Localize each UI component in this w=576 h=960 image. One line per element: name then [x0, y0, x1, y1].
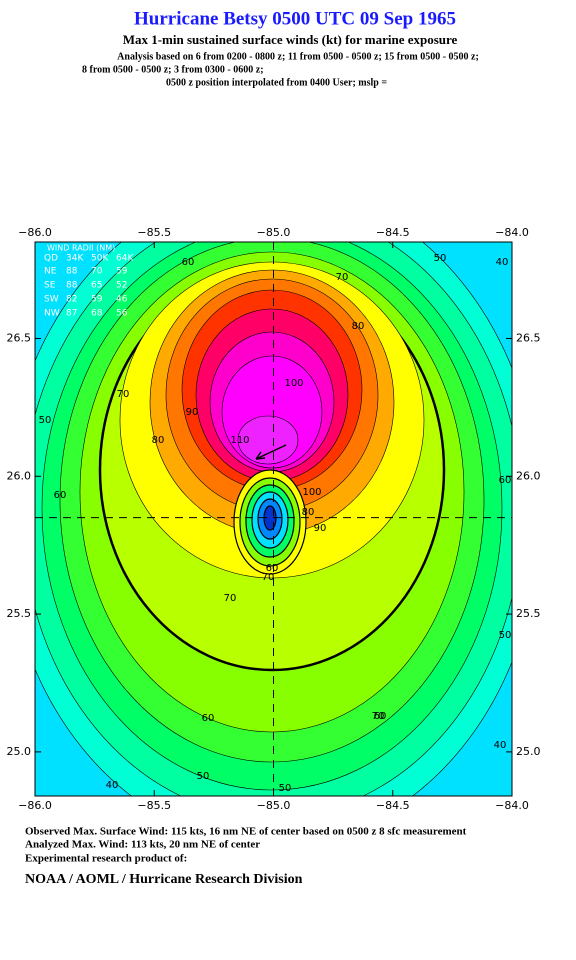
- radii-cell: 65: [91, 281, 102, 291]
- subtitle: Max 1-min sustained surface winds (kt) f…: [123, 32, 458, 47]
- motion-arrow: [255, 444, 287, 460]
- contour-label: 50: [197, 771, 210, 782]
- contour-label: 90: [314, 523, 327, 534]
- contour-label: 70: [224, 593, 237, 604]
- title: Hurricane Betsy 0500 UTC 09 Sep 1965: [134, 8, 456, 29]
- contour-label: 70: [336, 272, 349, 283]
- x-tick-label: −85.5: [137, 799, 171, 812]
- radii-cell: SW: [44, 295, 59, 305]
- footer: Analyzed Max. Wind: 113 kts, 20 nm NE of…: [25, 839, 260, 851]
- y-tick-label: 25.5: [7, 607, 32, 620]
- footer: Observed Max. Surface Wind: 115 kts, 16 …: [25, 826, 467, 838]
- radii-cell: SE: [44, 281, 56, 291]
- radii-header: 50K: [91, 254, 109, 264]
- radii-cell: 52: [116, 281, 127, 291]
- radii-cell: 56: [116, 309, 128, 319]
- x-tick-label: −85.0: [257, 799, 291, 812]
- y-tick-label: 25.0: [7, 745, 32, 758]
- radii-cell: 46: [116, 295, 128, 305]
- contour-label: 50: [499, 630, 512, 641]
- contour-label: 70: [262, 572, 275, 583]
- contour-label: 80: [152, 435, 165, 446]
- note: Analysis based on 6 from 0200 - 0800 z; …: [117, 51, 479, 62]
- field: 60 50 405060708010011090807070100908070607…: [35, 242, 512, 796]
- x-tick-label: −84.5: [376, 226, 410, 239]
- radii-cell: NE: [44, 267, 57, 277]
- contour-label: 60: [182, 257, 195, 268]
- radii-cell: NW: [44, 309, 60, 319]
- radii-header: QD: [44, 254, 58, 264]
- radii-cell: 70: [91, 267, 103, 277]
- x-tick-label: −86.0: [18, 226, 52, 239]
- contour-label: 100: [302, 487, 321, 498]
- contour-label: 50: [434, 253, 447, 264]
- contour-label: 60: [266, 563, 279, 574]
- y-tick-label: 25.5: [516, 607, 541, 620]
- radii-cell: 87: [66, 309, 77, 319]
- y-tick-label: 26.0: [7, 469, 32, 482]
- contour-label: 80: [302, 507, 315, 518]
- contour-label: 80: [352, 321, 365, 332]
- contour-band: [237, 415, 299, 465]
- radii-cell: 88: [66, 281, 78, 291]
- contour-label: 70: [372, 711, 385, 722]
- radii-cell: 59: [116, 267, 128, 277]
- y-tick-label: 26.0: [516, 469, 541, 482]
- x-tick-label: −84.0: [495, 799, 529, 812]
- contour-label: 40: [494, 740, 507, 751]
- x-tick-label: −85.0: [257, 226, 291, 239]
- y-tick-label: 26.5: [7, 331, 32, 344]
- contour-label: 60: [374, 711, 387, 722]
- y-tick-label: 25.0: [516, 745, 541, 758]
- contour-label: 60: [202, 713, 215, 724]
- radii-title: WIND RADII (NM): [47, 244, 115, 253]
- contour-label: 50: [39, 415, 52, 426]
- contour-label: 60: [499, 475, 512, 486]
- radii-header: 64K: [116, 254, 134, 264]
- contour-label: 40: [106, 780, 119, 791]
- note: 8 from 0500 - 0500 z; 3 from 0300 - 0600…: [82, 64, 264, 75]
- radii-cell: 59: [91, 295, 103, 305]
- contour-label: 90: [186, 407, 199, 418]
- contour-label: 70: [117, 389, 130, 400]
- x-tick-label: −86.0: [18, 799, 52, 812]
- radii-cell: 68: [91, 309, 103, 319]
- contour-label: 110: [230, 435, 249, 446]
- radii-header: 34K: [66, 254, 84, 264]
- y-tick-label: 26.5: [516, 331, 541, 344]
- footer: NOAA / AOML / Hurricane Research Divisio…: [25, 872, 303, 887]
- contour-label: 40: [496, 257, 509, 268]
- x-tick-label: −84.5: [376, 799, 410, 812]
- axes: −86.0 −86.0 −85.5 −85.5 −85.0 −85.0 −84.5 −84.5…: [7, 226, 541, 812]
- contour-label: 100: [284, 378, 303, 389]
- x-tick-label: −85.5: [137, 226, 171, 239]
- note: 0500 z position interpolated from 0400 U…: [166, 77, 387, 88]
- radii-cell: 88: [66, 267, 78, 277]
- contour-label: 50: [279, 783, 292, 794]
- x-tick-label: −84.0: [495, 226, 529, 239]
- contour-label: 60: [54, 490, 67, 501]
- footer: Experimental research product of:: [25, 853, 187, 865]
- radii-cell: 82: [66, 295, 77, 305]
